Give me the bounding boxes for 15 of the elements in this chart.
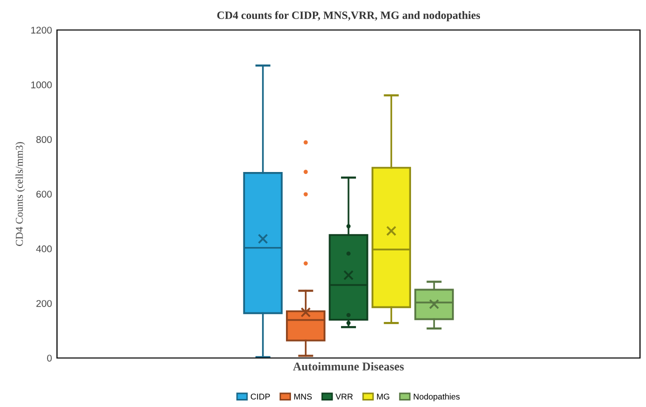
y-tick-label: 400: [36, 245, 52, 252]
y-tick-label: 1200: [31, 26, 52, 34]
legend-label: MNS: [294, 394, 312, 400]
legend-label: VRR: [336, 394, 353, 400]
legend-label: CIDP: [250, 394, 270, 400]
y-tick-label: 600: [36, 190, 52, 198]
legend-label: MG: [377, 394, 390, 400]
legend-label: Nodopathies: [414, 393, 460, 402]
x-axis-title: Autoimmune Diseases: [293, 362, 404, 371]
y-tick-label: 800: [36, 136, 52, 143]
y-axis-title: CD4 Counts (cells/mm3): [16, 142, 25, 246]
y-tick-label: 0: [47, 354, 52, 362]
y-tick-label: 1000: [31, 81, 52, 88]
chart-title: CD4 counts for CIDP, MNS,VRR, MG and nodopathies: [217, 11, 480, 22]
y-tick-label: 200: [36, 300, 52, 307]
